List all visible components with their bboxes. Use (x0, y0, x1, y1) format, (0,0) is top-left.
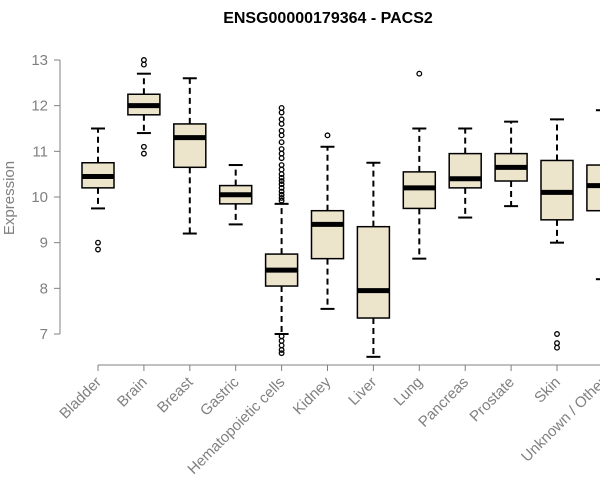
outlier-point (278, 132, 285, 139)
y-axis-label: Expression (1, 161, 18, 235)
y-tick-label: 11 (32, 143, 48, 160)
outlier-point (140, 143, 147, 150)
outlier-point (95, 239, 101, 246)
outlier-point (278, 174, 285, 181)
outlier-point (278, 150, 285, 157)
iqr-box (356, 225, 391, 319)
outlier-point (278, 146, 285, 152)
outlier-point (278, 116, 285, 123)
box-group-unknown-other (586, 43, 600, 335)
outlier-point (278, 162, 285, 168)
y-tick-label: 12 (31, 98, 48, 115)
x-tick-label: Bladder (56, 374, 105, 423)
box-group-brain (127, 57, 161, 157)
x-tick-label: Kidney (290, 373, 335, 418)
outlier-point (278, 166, 285, 173)
outlier-point (278, 184, 285, 191)
x-tick-label: Skin (531, 374, 564, 407)
iqr-box (310, 209, 345, 260)
outlier-point (278, 350, 285, 357)
box-group-lung (402, 70, 437, 260)
outlier-point (278, 181, 285, 188)
outlier-point (278, 342, 285, 349)
outlier-point (140, 61, 147, 68)
outlier-point (278, 155, 285, 162)
outlier-point (140, 57, 147, 63)
x-tick-label: Prostate (466, 374, 518, 426)
box-group-kidney (310, 132, 345, 310)
chart-title: ENSG00000179364 - PACS2 (223, 10, 433, 27)
outlier-point (324, 132, 331, 139)
outlier-point (278, 337, 285, 344)
y-tick-label: 13 (31, 52, 48, 69)
outlier-point (278, 120, 285, 127)
outlier-point (278, 109, 285, 116)
outlier-point (278, 104, 285, 111)
y-tick-label: 10 (31, 189, 48, 206)
outlier-point (278, 191, 285, 198)
outlier-point (95, 246, 101, 253)
outlier-point (278, 139, 285, 146)
outlier-point (278, 194, 285, 201)
iqr-box (173, 123, 207, 169)
y-tick-label: 9 (40, 235, 48, 252)
box-group-breast (173, 77, 207, 235)
x-tick-label: Liver (345, 374, 380, 409)
outlier-point (554, 331, 560, 337)
x-tick-label: Breast (154, 373, 197, 416)
boxes (81, 43, 600, 358)
x-tick-label: Pancreas (415, 374, 472, 431)
x-tick-label: Gastric (197, 373, 243, 419)
box-group-gastric (218, 164, 253, 226)
y-tick-label: 7 (40, 326, 48, 343)
x-tick-label: Brain (114, 374, 151, 411)
box-group-bladder (81, 127, 115, 253)
x-tick-label: Lung (391, 374, 427, 410)
outlier-point (278, 171, 285, 178)
box-group-hematopoietic-cells (264, 104, 299, 357)
y-tick-label: 8 (40, 280, 48, 297)
outlier-point (140, 150, 147, 157)
outlier-point (278, 347, 285, 353)
iqr-box (448, 152, 482, 189)
outlier-point (278, 188, 285, 195)
outlier-point (554, 344, 560, 351)
outlier-point (278, 178, 285, 184)
outlier-point (278, 197, 285, 204)
outlier-point (554, 340, 560, 347)
box-group-skin (540, 118, 574, 351)
outlier-point (416, 70, 423, 77)
box-group-prostate (494, 120, 528, 208)
outlier-point (278, 127, 285, 134)
box-group-pancreas (448, 127, 482, 219)
box-group-liver (356, 161, 391, 358)
